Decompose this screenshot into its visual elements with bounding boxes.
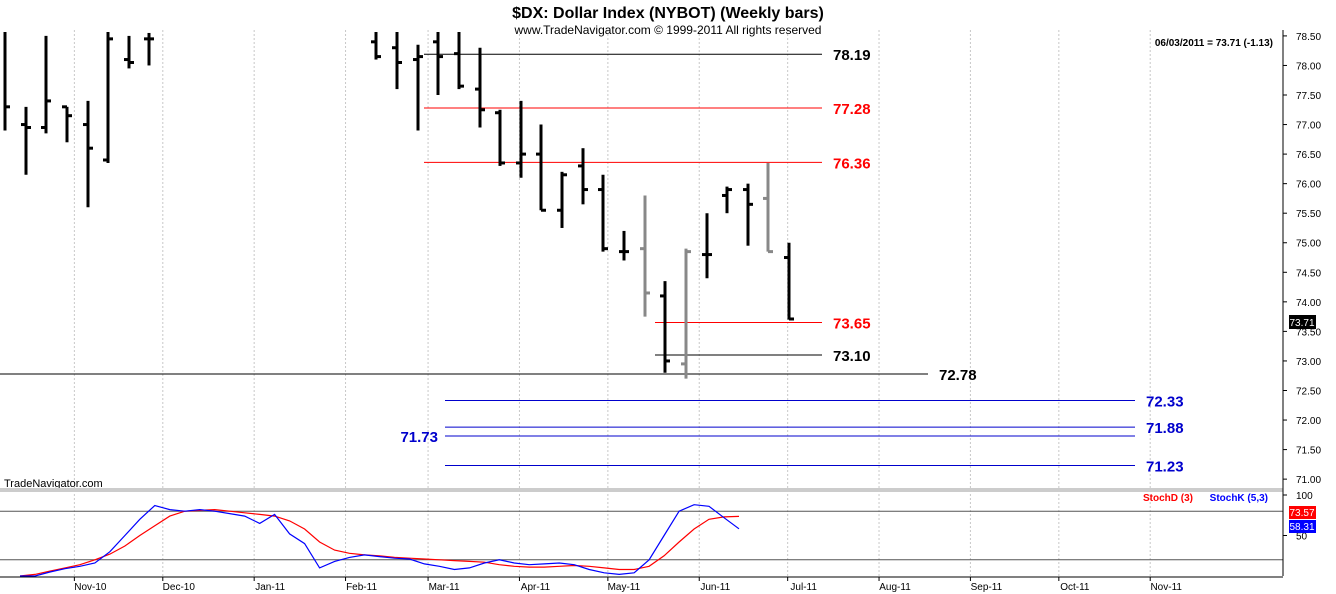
ohlc-bar: [3, 32, 10, 131]
ohlc-bar: [371, 32, 381, 60]
ohlc-bar: [41, 35, 51, 134]
price-tick-label: 74.50: [1296, 268, 1321, 279]
level-lines: 78.19 77.28 76.36 73.65 73.10 72.78 72.33 71.88…: [0, 47, 1184, 476]
time-tick-label: Jun-11: [700, 582, 730, 593]
ohlc-bar: [681, 248, 691, 379]
stoch-k-line: [20, 504, 740, 577]
ohlc-bar: [722, 186, 732, 214]
stoch-tick-label: 50: [1296, 532, 1308, 543]
stoch-k-legend: StochK (5,3): [1210, 493, 1268, 504]
watermark-text: TradeNavigator.com: [4, 478, 103, 490]
ohlc-bar: [124, 35, 134, 69]
ohlc-bar: [392, 32, 402, 90]
ohlc-bar: [103, 32, 113, 163]
price-tick-label: 74.00: [1296, 298, 1321, 309]
ohlc-bar: [433, 32, 443, 96]
last-quote: 06/03/2011 = 73.71 (-1.13): [1155, 38, 1273, 49]
price-tick-label: 72.50: [1296, 386, 1321, 397]
stoch-d-value-box: [1289, 506, 1316, 519]
stoch-d-legend: StochD (3): [1143, 493, 1193, 504]
last-price-label: 73.71: [1289, 318, 1314, 329]
stochastic-pane: StochD (3) StochK (5,3): [0, 493, 1283, 577]
ohlc-bar: [619, 230, 629, 261]
level-label-72-33: 72.33: [1146, 394, 1184, 411]
level-label-73-10: 73.10: [833, 348, 871, 365]
time-tick-label: Aug-11: [879, 582, 911, 593]
time-tick-label: Mar-11: [429, 582, 460, 593]
time-tick-label: Nov-11: [1150, 582, 1182, 593]
ohlc-bar: [784, 242, 794, 321]
time-tick-label: Sep-11: [971, 582, 1003, 593]
ohlc-bar: [62, 105, 72, 143]
price-tick-label: 72.00: [1296, 416, 1321, 427]
time-tick-label: Dec-10: [163, 582, 196, 593]
stoch-k-value: 58.31: [1289, 522, 1314, 533]
ohlc-bar: [475, 47, 485, 128]
level-label-72-78: 72.78: [939, 367, 977, 384]
level-label-71-23: 71.23: [1146, 459, 1184, 476]
price-tick-label: 71.50: [1296, 446, 1321, 457]
price-tick-label: 77.50: [1296, 91, 1321, 102]
ohlc-bar: [702, 213, 712, 279]
ohlc-bar: [144, 32, 154, 66]
stoch-d-value: 73.57: [1289, 508, 1314, 519]
level-label-78-19: 78.19: [833, 47, 871, 64]
price-tick-label: 78.50: [1296, 32, 1321, 43]
time-tick-label: Nov-10: [74, 582, 107, 593]
price-bars: [3, 32, 794, 379]
ohlc-bar: [413, 44, 423, 131]
level-label-73-65: 73.65: [833, 316, 871, 333]
time-tick-label: Jul-11: [790, 582, 817, 593]
stoch-d-line: [19, 508, 740, 577]
price-tick-label: 76.00: [1296, 180, 1321, 191]
price-tick-label: 75.00: [1296, 239, 1321, 250]
price-axis: 78.50 78.00 77.50 77.00 76.50 76.00 75.50 75.00…: [1283, 32, 1321, 486]
time-tick-label: Feb-11: [346, 582, 377, 593]
ohlc-bar: [763, 162, 773, 254]
ohlc-bar: [516, 100, 526, 178]
time-axis: Nov-10 Dec-10 Jan-11 Feb-11 Mar-11 Apr-11 May-…: [73, 577, 1182, 593]
ohlc-bar: [557, 171, 567, 228]
time-tick-label: Oct-11: [1060, 582, 1090, 593]
copyright-text: www.TradeNavigator.com © 1999-2011 All r…: [514, 23, 822, 37]
price-tick-label: 75.50: [1296, 209, 1321, 220]
price-tick-label: 71.00: [1296, 475, 1321, 486]
stoch-tick-label: 100: [1296, 491, 1313, 502]
ohlc-bar: [21, 106, 31, 175]
stoch-k-value-box: [1289, 520, 1316, 533]
ohlc-bar: [660, 281, 670, 373]
price-tick-label: 73.00: [1296, 357, 1321, 368]
ohlc-bar: [83, 100, 93, 208]
time-tick-label: Apr-11: [521, 582, 551, 593]
time-tick-label: Jan-11: [255, 582, 285, 593]
ohlc-bar: [640, 195, 650, 317]
level-label-71-73: 71.73: [400, 429, 438, 446]
level-label-71-88: 71.88: [1146, 420, 1184, 437]
time-tick-label: May-11: [608, 582, 641, 593]
ohlc-bar: [743, 183, 753, 246]
ohlc-bar: [598, 174, 608, 252]
price-tick-label: 78.00: [1296, 61, 1321, 72]
last-price-box: [1289, 315, 1316, 329]
level-label-77-28: 77.28: [833, 101, 871, 118]
chart-title: $DX: Dollar Index (NYBOT) (Weekly bars): [512, 5, 824, 22]
ohlc-bar: [578, 148, 588, 205]
price-tick-label: 76.50: [1296, 150, 1321, 161]
stoch-axis: 100 50: [1283, 491, 1313, 543]
price-tick-label: 73.50: [1296, 327, 1321, 338]
ohlc-bar: [454, 32, 464, 90]
price-tick-label: 77.00: [1296, 121, 1321, 132]
ohlc-bar: [536, 124, 546, 212]
ohlc-bar: [495, 109, 505, 166]
level-label-76-36: 76.36: [833, 155, 871, 172]
